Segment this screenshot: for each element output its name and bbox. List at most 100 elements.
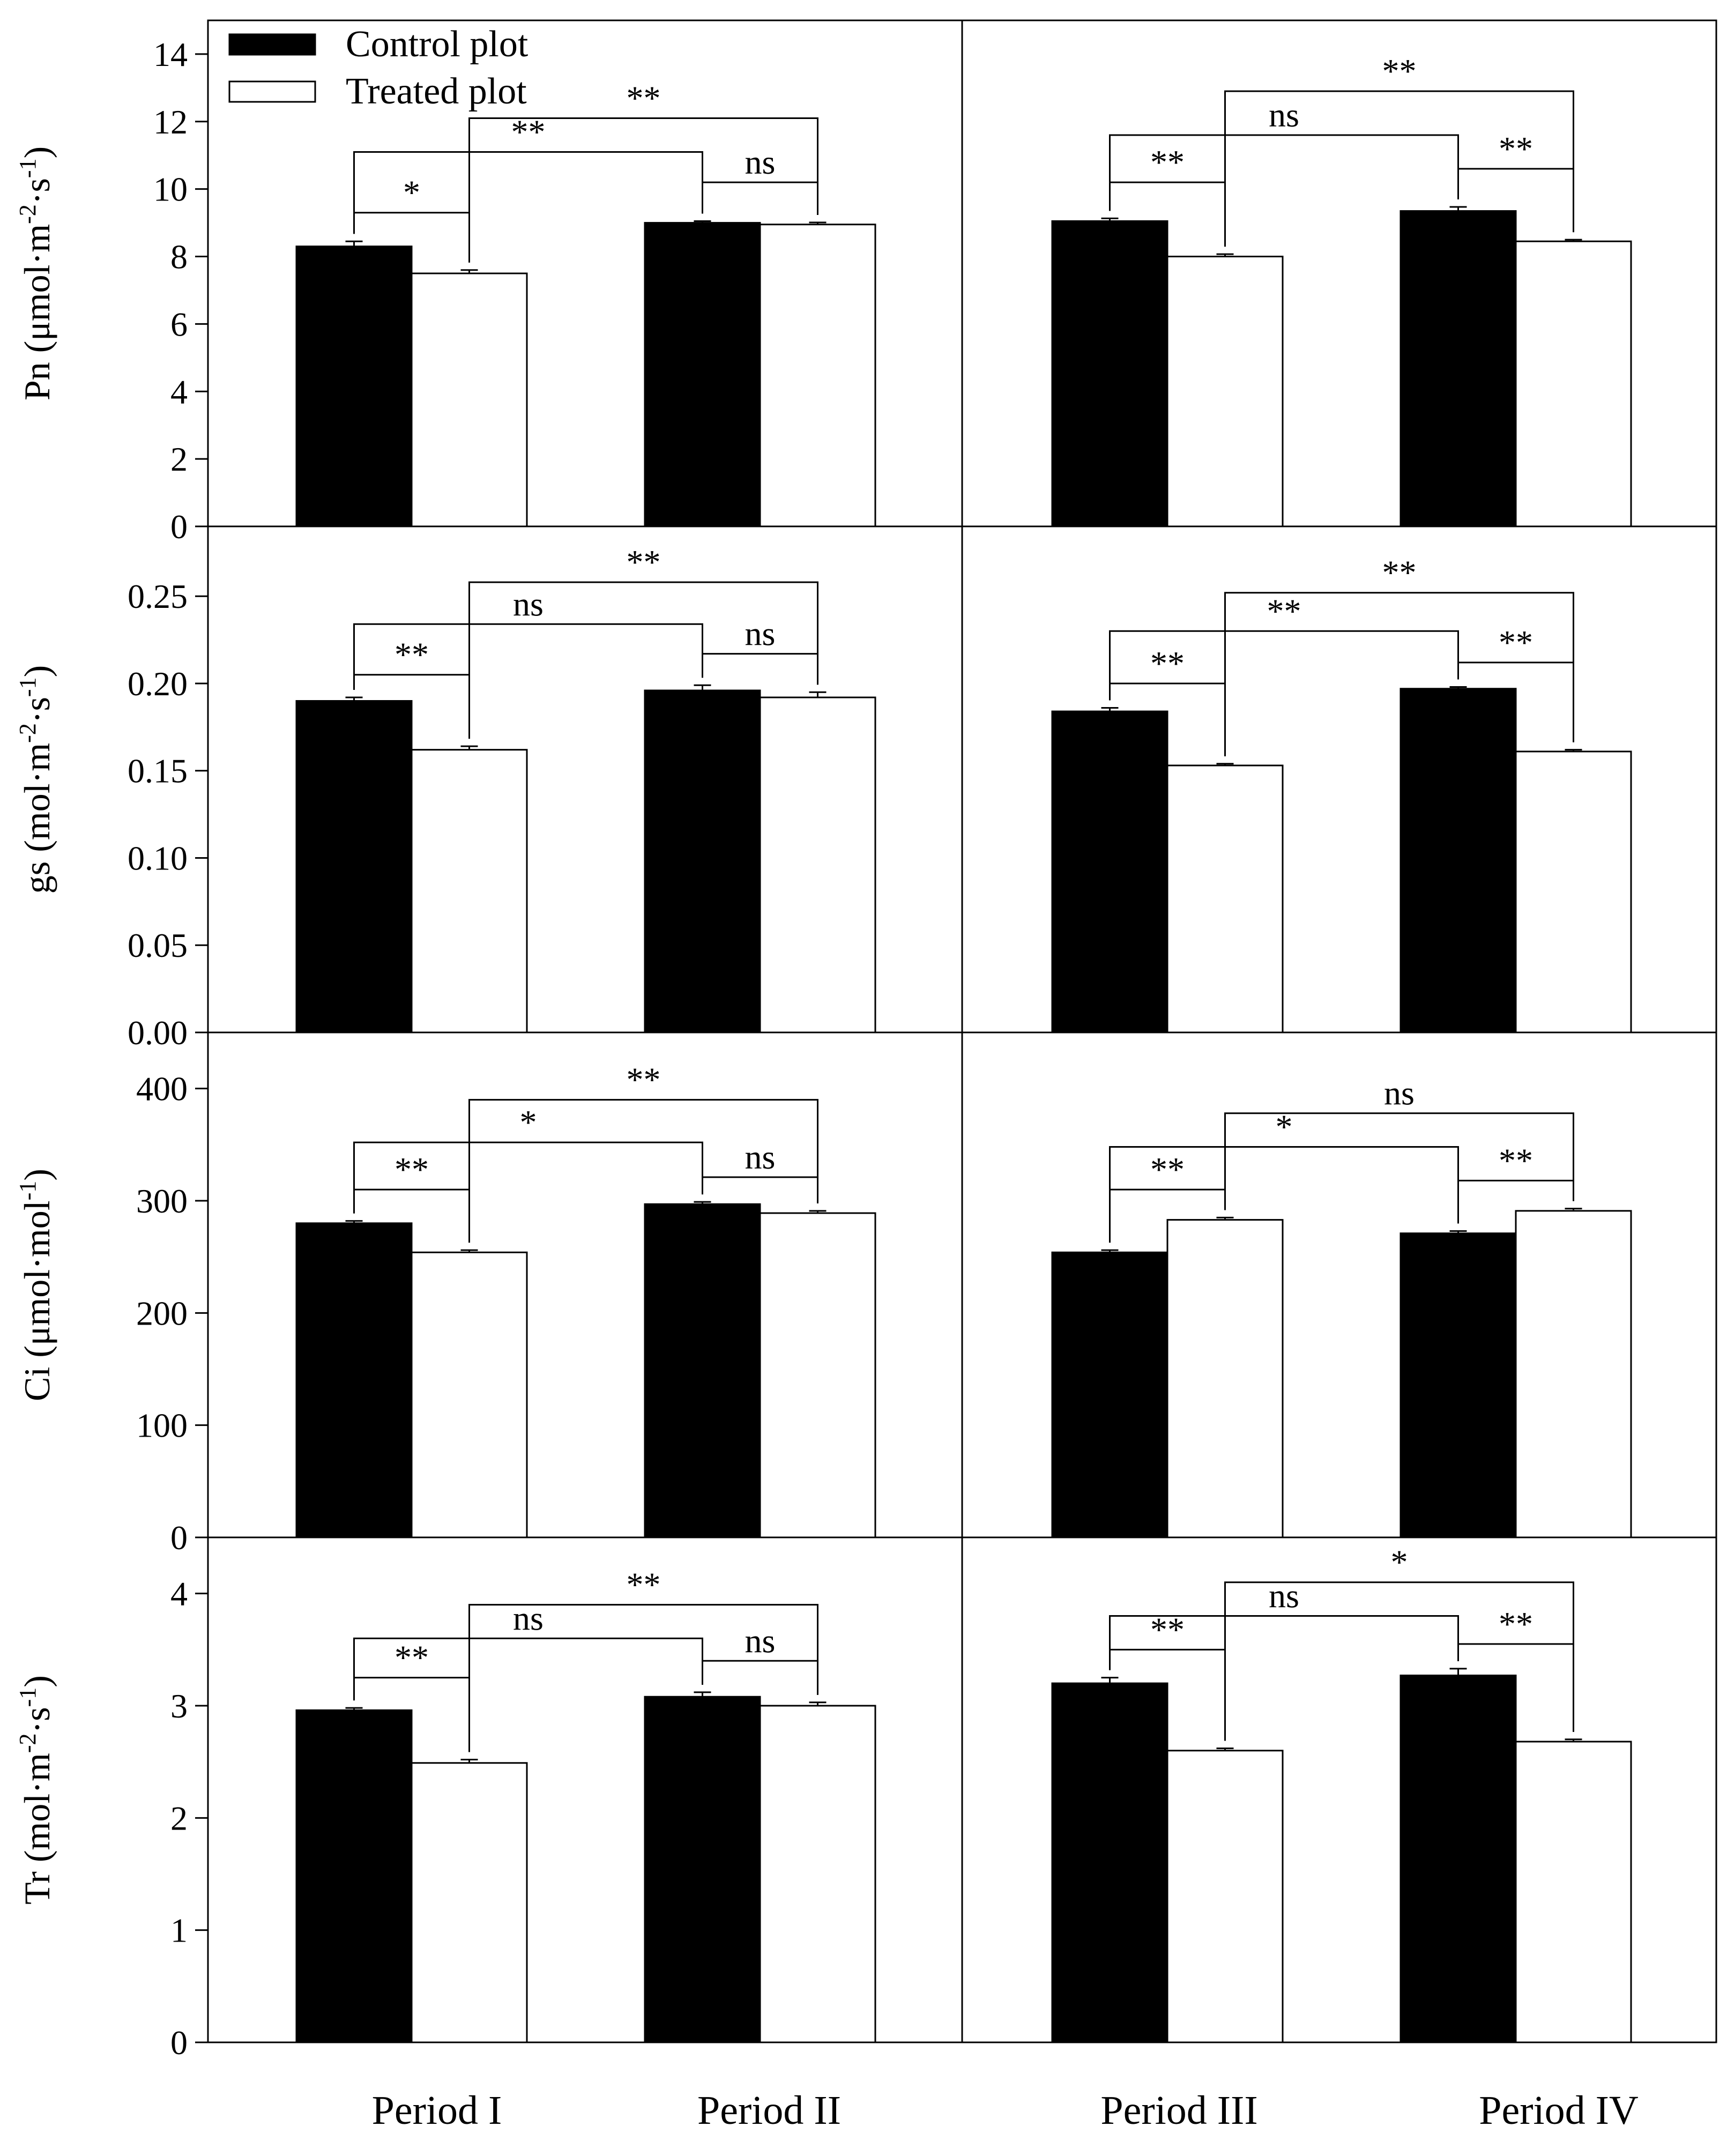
significance-bracket: [1109, 630, 1459, 701]
bar-treated-1: [411, 272, 528, 527]
bar-control-3: [1051, 1682, 1168, 2043]
y-axis-title-superscript: -2: [14, 1734, 41, 1753]
significance-label: ns: [1269, 96, 1299, 134]
y-tick-label: 8: [170, 238, 188, 276]
significance-bracket: [468, 117, 818, 263]
y-tick-label: 0.15: [128, 752, 188, 790]
significance-label: **: [511, 113, 546, 151]
y-tick-label: 0: [170, 2024, 188, 2062]
bar-control-4: [1400, 1232, 1517, 1538]
significance-bracket: [702, 1660, 818, 1695]
bar-treated-2: [759, 696, 876, 1034]
y-axis-title-text: ): [17, 146, 57, 159]
y-tick-label: 4: [170, 373, 188, 411]
y-axis-title-text: ): [17, 665, 57, 678]
y-tick-label: 0: [170, 508, 188, 546]
significance-label: ns: [513, 585, 544, 623]
significance-label: **: [394, 636, 429, 674]
legend: Control plot Treated plot: [228, 24, 528, 112]
bar-control-2: [644, 1696, 761, 2043]
significance-label: **: [627, 79, 661, 117]
significance-bracket: [702, 181, 818, 215]
significance-bracket: [1457, 168, 1574, 233]
y-axis-title-text: ): [17, 1675, 57, 1687]
bar-control-2: [644, 1203, 761, 1538]
y-axis-title: Ci (μmol·mol-1): [14, 1169, 57, 1401]
y-tick-label: 14: [153, 35, 188, 73]
significance-bracket: [1109, 1615, 1459, 1670]
significance-bracket: [353, 623, 703, 690]
period-label-2: Period II: [697, 2088, 841, 2133]
significance-label: **: [394, 1150, 429, 1188]
bar-treated-2: [759, 1212, 876, 1538]
significance-label: ns: [1269, 1577, 1299, 1615]
y-tick-label: 12: [153, 103, 188, 141]
y-tick-label: 4: [170, 1575, 188, 1613]
bar-control-3: [1051, 1251, 1168, 1538]
y-tick-label: 3: [170, 1687, 188, 1725]
significance-bracket: [1224, 1112, 1574, 1210]
bar-treated-3: [1166, 1219, 1284, 1538]
y-axis-title-text: Tr (mol·m: [17, 1753, 57, 1905]
y-axis-title-text: Ci (μmol·mol: [17, 1200, 57, 1401]
significance-label: **: [1150, 1150, 1185, 1188]
y-tick-label: 0.20: [128, 665, 188, 703]
significance-label: *: [1276, 1108, 1293, 1146]
bar-treated-2: [759, 1705, 876, 2043]
significance-label: **: [627, 543, 661, 581]
bar-control-1: [295, 246, 413, 527]
y-tick-label: 0.00: [128, 1014, 188, 1052]
bar-control-1: [295, 1709, 413, 2043]
significance-label: **: [1499, 623, 1533, 661]
y-axis-title: gs (mol·m-2·s-1): [14, 665, 57, 894]
bar-control-2: [644, 689, 761, 1034]
bar-treated-4: [1515, 1210, 1632, 1538]
bar-control-4: [1400, 1674, 1517, 2043]
bar-control-4: [1400, 688, 1517, 1034]
bar-treated-2: [759, 224, 876, 527]
y-axis-title-text: ·s: [17, 697, 57, 723]
y-axis-title-superscript: -1: [14, 1181, 41, 1201]
significance-label: **: [1499, 1141, 1533, 1179]
significance-label: *: [1391, 1543, 1408, 1581]
significance-bracket: [1457, 1179, 1574, 1224]
bar-treated-4: [1515, 1741, 1632, 2043]
significance-bracket: [702, 653, 818, 685]
significance-label: **: [1382, 554, 1417, 592]
significance-label: *: [403, 174, 420, 212]
significance-label: **: [1150, 644, 1185, 682]
bar-control-2: [644, 222, 761, 527]
significance-label: ns: [745, 615, 776, 653]
y-axis-title-superscript: -1: [14, 1687, 41, 1707]
y-tick-label: 2: [170, 440, 188, 478]
y-tick-label: 200: [136, 1294, 188, 1332]
legend-swatch-control: [228, 33, 316, 56]
y-tick-label: 400: [136, 1070, 188, 1108]
legend-label-control: Control plot: [346, 24, 528, 65]
significance-label: *: [520, 1103, 537, 1141]
legend-swatch-treated: [228, 80, 316, 103]
period-label-1: Period I: [372, 2088, 502, 2133]
y-axis-title-text: gs (mol·m: [17, 743, 57, 894]
y-axis-title: Pn (μmol·m-2·s-1): [14, 146, 57, 400]
significance-label: **: [627, 1566, 661, 1604]
bar-treated-1: [411, 1251, 528, 1538]
significance-bracket: [468, 581, 818, 739]
y-tick-label: 6: [170, 305, 188, 343]
y-axis-title-text: ·s: [17, 178, 57, 204]
y-tick-label: 0.05: [128, 926, 188, 964]
y-axis-title-superscript: -2: [14, 204, 41, 224]
significance-bracket: [1457, 661, 1574, 742]
significance-bracket: [468, 1604, 818, 1752]
significance-bracket: [353, 1141, 703, 1214]
significance-label: **: [1150, 1610, 1185, 1648]
bar-control-1: [295, 700, 413, 1034]
significance-bracket: [1109, 134, 1459, 211]
bar-control-3: [1051, 220, 1168, 527]
significance-label: ns: [745, 1138, 776, 1176]
bar-treated-3: [1166, 1750, 1284, 2043]
y-tick-label: 1: [170, 1912, 188, 1950]
significance-label: ns: [1384, 1074, 1415, 1112]
